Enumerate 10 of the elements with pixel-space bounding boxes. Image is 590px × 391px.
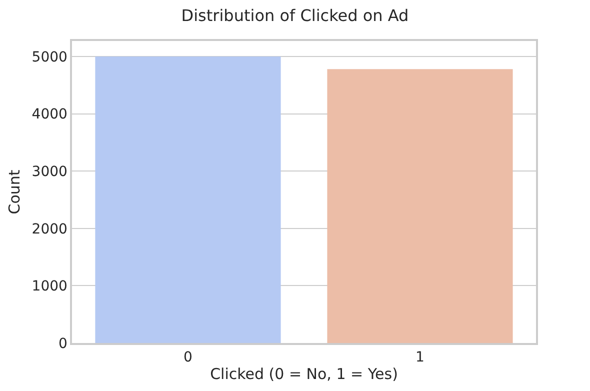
y-tick-label: 1000 xyxy=(32,278,68,295)
chart-title: Distribution of Clicked on Ad xyxy=(181,6,409,25)
x-axis-title: Clicked (0 = No, 1 = Yes) xyxy=(210,365,398,384)
y-tick-label: 2000 xyxy=(32,221,68,238)
y-tick-label: 0 xyxy=(58,336,68,352)
y-tick-label: 5000 xyxy=(32,49,68,66)
y-tick-label: 4000 xyxy=(32,106,68,123)
y-axis-title: Count xyxy=(6,170,24,214)
x-tick-label: 1 xyxy=(416,350,424,366)
y-tick-label: 3000 xyxy=(32,164,68,180)
